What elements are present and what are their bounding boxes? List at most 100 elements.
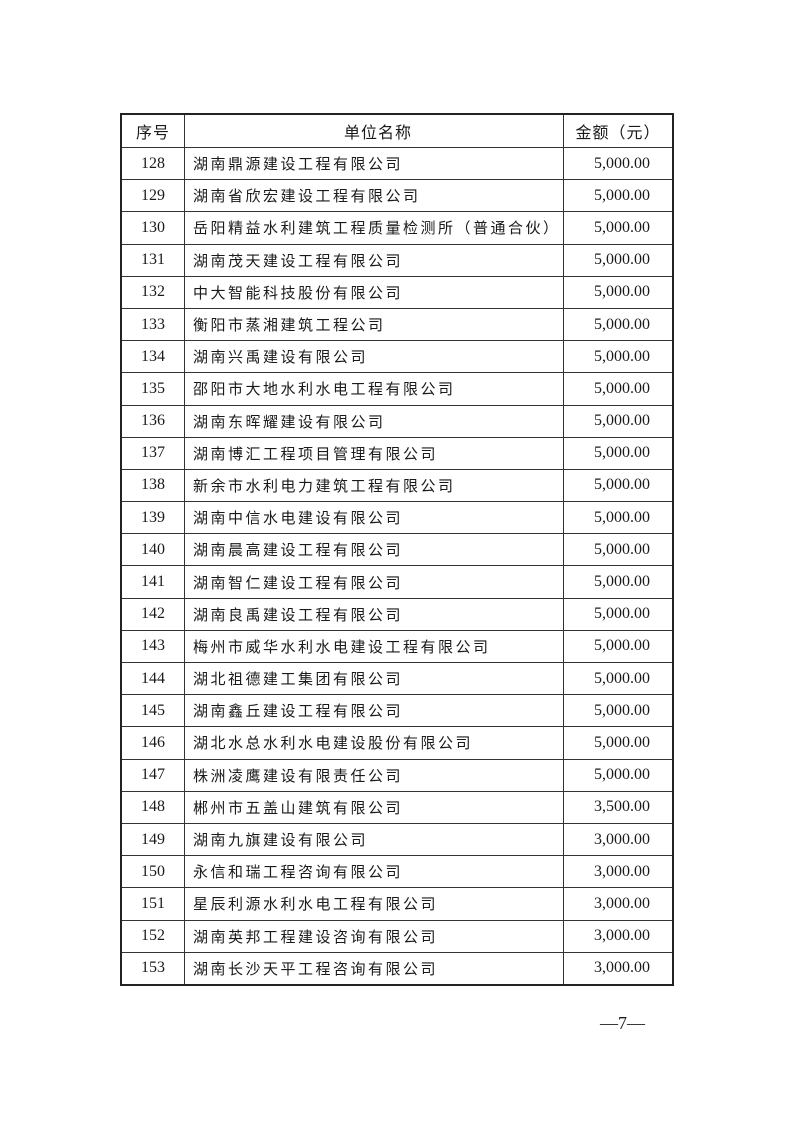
cell-serial-number: 145 [120, 694, 185, 728]
cell-amount: 5,000.00 [563, 307, 674, 342]
table-row: 142 湖南良禹建设工程有限公司 5,000.00 [120, 597, 674, 631]
cell-serial-number: 128 [120, 146, 185, 181]
cell-amount: 5,000.00 [563, 501, 674, 535]
cell-serial-number: 141 [120, 565, 185, 599]
cell-serial-number: 149 [120, 822, 185, 857]
cell-serial-number: 132 [120, 275, 185, 309]
donation-table: 序号 单位名称 金额（元） 128 湖南鼎源建设工程有限公司 5,000.00 129… [120, 113, 674, 986]
cell-unit-name: 湖南省欣宏建设工程有限公司 [184, 179, 564, 213]
cell-amount: 5,000.00 [563, 340, 674, 374]
cell-unit-name: 湖北祖德建工集团有限公司 [184, 661, 564, 696]
cell-unit-name: 湖南晨高建设工程有限公司 [184, 533, 564, 567]
table-row: 128 湖南鼎源建设工程有限公司 5,000.00 [120, 146, 674, 181]
header-serial-number: 序号 [120, 113, 185, 148]
cell-amount: 5,000.00 [563, 629, 674, 664]
cell-amount: 3,000.00 [563, 887, 674, 921]
cell-serial-number: 146 [120, 726, 185, 760]
cell-unit-name: 湖南鑫丘建设工程有限公司 [184, 694, 564, 728]
cell-unit-name: 湖南英邦工程建设咨询有限公司 [184, 919, 564, 953]
cell-unit-name: 湖南长沙天平工程咨询有限公司 [184, 951, 564, 986]
cell-serial-number: 138 [120, 468, 185, 503]
table-row: 140 湖南晨高建设工程有限公司 5,000.00 [120, 533, 674, 567]
table-row: 131 湖南茂天建设工程有限公司 5,000.00 [120, 243, 674, 277]
cell-unit-name: 湖南良禹建设工程有限公司 [184, 597, 564, 631]
cell-amount: 5,000.00 [563, 146, 674, 181]
cell-amount: 5,000.00 [563, 694, 674, 728]
cell-serial-number: 148 [120, 790, 185, 824]
cell-amount: 5,000.00 [563, 404, 674, 438]
cell-amount: 5,000.00 [563, 372, 674, 406]
table-row: 146 湖北水总水利水电建设股份有限公司 5,000.00 [120, 726, 674, 760]
cell-serial-number: 139 [120, 501, 185, 535]
cell-amount: 3,000.00 [563, 855, 674, 889]
table-row: 130 岳阳精益水利建筑工程质量检测所（普通合伙） 5,000.00 [120, 211, 674, 245]
cell-serial-number: 153 [120, 951, 185, 986]
cell-unit-name: 株洲凌鹰建设有限责任公司 [184, 758, 564, 792]
cell-amount: 3,000.00 [563, 822, 674, 857]
cell-serial-number: 129 [120, 179, 185, 213]
cell-unit-name: 岳阳精益水利建筑工程质量检测所（普通合伙） [184, 211, 564, 245]
cell-serial-number: 131 [120, 243, 185, 277]
cell-unit-name: 郴州市五盖山建筑有限公司 [184, 790, 564, 824]
table-row: 139 湖南中信水电建设有限公司 5,000.00 [120, 501, 674, 535]
table-row: 143 梅州市威华水利水电建设工程有限公司 5,000.00 [120, 629, 674, 664]
table-row: 144 湖北祖德建工集团有限公司 5,000.00 [120, 661, 674, 696]
cell-amount: 5,000.00 [563, 758, 674, 792]
table-row: 135 邵阳市大地水利水电工程有限公司 5,000.00 [120, 372, 674, 406]
cell-serial-number: 144 [120, 661, 185, 696]
cell-serial-number: 130 [120, 211, 185, 245]
cell-unit-name: 衡阳市蒸湘建筑工程公司 [184, 307, 564, 342]
table-row: 133 衡阳市蒸湘建筑工程公司 5,000.00 [120, 307, 674, 342]
cell-unit-name: 湖南兴禹建设有限公司 [184, 340, 564, 374]
cell-serial-number: 152 [120, 919, 185, 953]
cell-amount: 5,000.00 [563, 565, 674, 599]
table-row: 129 湖南省欣宏建设工程有限公司 5,000.00 [120, 179, 674, 213]
table-row: 151 星辰利源水利水电工程有限公司 3,000.00 [120, 887, 674, 921]
table-row: 138 新余市水利电力建筑工程有限公司 5,000.00 [120, 468, 674, 503]
cell-serial-number: 133 [120, 307, 185, 342]
cell-serial-number: 134 [120, 340, 185, 374]
cell-amount: 5,000.00 [563, 468, 674, 503]
cell-serial-number: 136 [120, 404, 185, 438]
table-row: 145 湖南鑫丘建设工程有限公司 5,000.00 [120, 694, 674, 728]
table-row: 149 湖南九旗建设有限公司 3,000.00 [120, 822, 674, 857]
cell-unit-name: 梅州市威华水利水电建设工程有限公司 [184, 629, 564, 664]
cell-unit-name: 湖南博汇工程项目管理有限公司 [184, 436, 564, 470]
table-row: 137 湖南博汇工程项目管理有限公司 5,000.00 [120, 436, 674, 470]
table-row: 134 湖南兴禹建设有限公司 5,000.00 [120, 340, 674, 374]
cell-serial-number: 147 [120, 758, 185, 792]
cell-unit-name: 湖南中信水电建设有限公司 [184, 501, 564, 535]
cell-amount: 5,000.00 [563, 661, 674, 696]
table-row: 147 株洲凌鹰建设有限责任公司 5,000.00 [120, 758, 674, 792]
cell-amount: 5,000.00 [563, 436, 674, 470]
cell-amount: 5,000.00 [563, 179, 674, 213]
table-row: 152 湖南英邦工程建设咨询有限公司 3,000.00 [120, 919, 674, 953]
cell-unit-name: 新余市水利电力建筑工程有限公司 [184, 468, 564, 503]
table-row: 150 永信和瑞工程咨询有限公司 3,000.00 [120, 855, 674, 889]
cell-unit-name: 湖南智仁建设工程有限公司 [184, 565, 564, 599]
table-header-row: 序号 单位名称 金额（元） [120, 113, 674, 148]
cell-amount: 5,000.00 [563, 275, 674, 309]
cell-unit-name: 永信和瑞工程咨询有限公司 [184, 855, 564, 889]
cell-amount: 3,000.00 [563, 951, 674, 986]
cell-amount: 3,000.00 [563, 919, 674, 953]
cell-unit-name: 邵阳市大地水利水电工程有限公司 [184, 372, 564, 406]
cell-serial-number: 135 [120, 372, 185, 406]
cell-serial-number: 142 [120, 597, 185, 631]
table-row: 148 郴州市五盖山建筑有限公司 3,500.00 [120, 790, 674, 824]
table-row: 132 中大智能科技股份有限公司 5,000.00 [120, 275, 674, 309]
cell-unit-name: 湖南茂天建设工程有限公司 [184, 243, 564, 277]
table-row: 136 湖南东晖耀建设有限公司 5,000.00 [120, 404, 674, 438]
cell-serial-number: 140 [120, 533, 185, 567]
cell-amount: 5,000.00 [563, 533, 674, 567]
cell-unit-name: 湖南东晖耀建设有限公司 [184, 404, 564, 438]
cell-amount: 5,000.00 [563, 243, 674, 277]
cell-unit-name: 星辰利源水利水电工程有限公司 [184, 887, 564, 921]
table-row: 141 湖南智仁建设工程有限公司 5,000.00 [120, 565, 674, 599]
cell-amount: 5,000.00 [563, 597, 674, 631]
cell-unit-name: 湖北水总水利水电建设股份有限公司 [184, 726, 564, 760]
cell-amount: 5,000.00 [563, 211, 674, 245]
cell-amount: 3,500.00 [563, 790, 674, 824]
cell-serial-number: 143 [120, 629, 185, 664]
cell-serial-number: 151 [120, 887, 185, 921]
